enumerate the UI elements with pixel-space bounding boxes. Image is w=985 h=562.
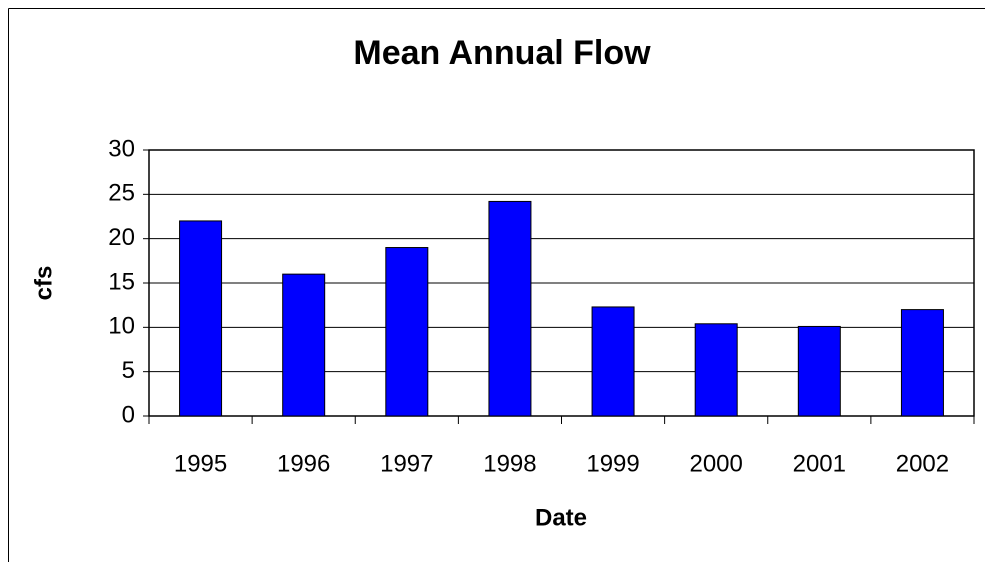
x-tick-label: 1997 bbox=[380, 450, 433, 477]
chart-title: Mean Annual Flow bbox=[353, 34, 651, 72]
y-tick-label: 25 bbox=[108, 180, 135, 207]
x-tick-label: 1996 bbox=[277, 450, 330, 477]
x-tick-label: 1995 bbox=[174, 450, 227, 477]
x-tick-label: 1998 bbox=[483, 450, 536, 477]
y-tick-label: 10 bbox=[108, 313, 135, 340]
x-tick-label: 1999 bbox=[586, 450, 639, 477]
y-tick-label: 20 bbox=[108, 224, 135, 251]
bar bbox=[900, 309, 944, 417]
y-tick-label: 30 bbox=[108, 135, 135, 162]
x-tick-label: 2001 bbox=[793, 450, 846, 477]
y-tick-label: 5 bbox=[122, 357, 135, 384]
bar bbox=[282, 273, 326, 417]
y-tick-label: 0 bbox=[122, 401, 135, 428]
bar bbox=[694, 323, 738, 417]
y-tick-label: 15 bbox=[108, 268, 135, 295]
bar bbox=[179, 220, 223, 417]
bar bbox=[797, 325, 841, 417]
bar bbox=[591, 306, 635, 417]
bar bbox=[488, 200, 532, 417]
y-axis-label: cfs bbox=[30, 266, 57, 301]
x-axis-label: Date bbox=[535, 504, 587, 531]
x-tick-label: 2002 bbox=[896, 450, 949, 477]
x-tick-label: 2000 bbox=[689, 450, 742, 477]
bar bbox=[385, 247, 429, 417]
